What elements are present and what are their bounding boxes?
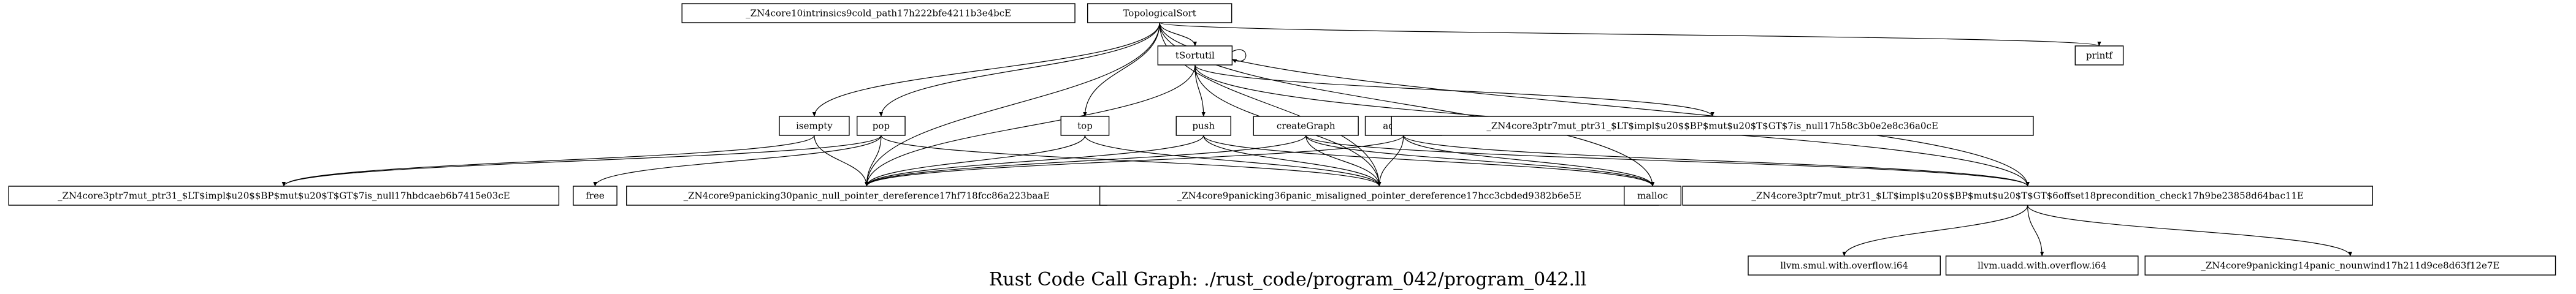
node-free: free bbox=[573, 186, 617, 206]
node-box bbox=[1945, 255, 2139, 276]
edge-toposort-to-isempty bbox=[812, 22, 1160, 117]
edge-offset-check-to-nounwind bbox=[2027, 205, 2352, 257]
node-intrinsics-cold: _ZN4core10intrinsics9cold_path17h222bfe4… bbox=[681, 3, 1076, 23]
node-nounwind: _ZN4core9panicking14panic_nounwind17h211… bbox=[2144, 255, 2556, 276]
edge-offset-check-to-smul bbox=[1842, 205, 2028, 257]
node-pop: pop bbox=[857, 116, 906, 136]
node-label: pop bbox=[873, 121, 890, 132]
edge-tsortutil-to-tsortutil bbox=[1231, 49, 1247, 63]
node-box bbox=[1157, 45, 1233, 66]
edge-push-to-misaligned bbox=[1203, 135, 1382, 187]
node-box bbox=[857, 116, 906, 136]
node-box bbox=[2074, 45, 2124, 66]
node-toposort: TopologicalSort bbox=[1087, 3, 1233, 23]
node-box bbox=[1682, 186, 2373, 206]
node-top: top bbox=[1060, 116, 1110, 136]
edge-push-to-null-deref bbox=[865, 135, 1204, 187]
edge-tsortutil-to-null-deref bbox=[865, 64, 1196, 187]
node-label: tSortutil bbox=[1175, 50, 1215, 61]
node-box bbox=[1253, 116, 1359, 136]
node-label: TopologicalSort bbox=[1123, 8, 1196, 19]
edge-tsortutil-to-is-null-mut-0c bbox=[1194, 64, 1714, 117]
node-box bbox=[1624, 186, 1682, 206]
node-misaligned: _ZN4core9panicking36panic_misaligned_poi… bbox=[1099, 186, 1659, 206]
node-box bbox=[1391, 116, 2034, 136]
edge-toposort-to-tsortutil bbox=[1159, 22, 1198, 47]
node-smul: llvm.smul.with.overflow.i64 bbox=[1748, 255, 1941, 276]
edge-toposort-to-malloc bbox=[1159, 22, 1655, 187]
node-push: push bbox=[1175, 116, 1231, 136]
node-tsortutil: tSortutil bbox=[1157, 45, 1233, 66]
edge-isempty-to-is-null-mut-3e bbox=[281, 135, 815, 187]
node-box bbox=[681, 3, 1076, 23]
edge-addedge-to-misaligned bbox=[1377, 135, 1404, 187]
node-label: top bbox=[1077, 121, 1093, 132]
node-uadd: llvm.uadd.with.overflow.i64 bbox=[1945, 255, 2139, 276]
node-label: isempty bbox=[796, 121, 833, 132]
node-offset-check: _ZN4core3ptr7mut_ptr31_$LT$impl$u20$$BP$… bbox=[1682, 186, 2373, 206]
node-box bbox=[2144, 255, 2556, 276]
edge-addedge-to-offset-check bbox=[1403, 135, 2030, 187]
node-label: free bbox=[586, 190, 605, 202]
edge-addedge-to-malloc bbox=[1403, 135, 1655, 187]
node-label: malloc bbox=[1637, 190, 1668, 202]
graph-caption: Rust Code Call Graph: ./rust_code/progra… bbox=[989, 269, 1586, 290]
node-label: _ZN4core9panicking14panic_nounwind17h211… bbox=[2201, 260, 2499, 271]
edge-toposort-to-null-deref bbox=[865, 22, 1160, 187]
edge-pop-to-null-deref bbox=[865, 135, 882, 187]
node-label: printf bbox=[2086, 50, 2113, 61]
node-label: _ZN4core3ptr7mut_ptr31_$LT$impl$u20$$BP$… bbox=[58, 190, 510, 202]
edge-toposort-to-printf bbox=[1159, 22, 2101, 47]
node-creategraph: createGraph bbox=[1253, 116, 1359, 136]
edge-top-to-null-deref bbox=[865, 135, 1085, 187]
node-label: _ZN4core3ptr7mut_ptr31_$LT$impl$u20$$BP$… bbox=[1486, 121, 1938, 132]
edges-layer bbox=[281, 22, 2352, 257]
nodes-layer: _ZN4core10intrinsics9cold_path17h222bfe4… bbox=[8, 3, 2556, 276]
node-label: llvm.uadd.with.overflow.i64 bbox=[1978, 260, 2106, 271]
node-label: _ZN4core9panicking36panic_misaligned_poi… bbox=[1177, 190, 1581, 202]
node-label: _ZN4core9panicking30panic_null_pointer_d… bbox=[684, 190, 1050, 202]
edge-creategraph-to-misaligned bbox=[1305, 135, 1382, 187]
node-box bbox=[626, 186, 1107, 206]
node-box bbox=[1060, 116, 1110, 136]
edge-toposort-to-offset-check bbox=[1159, 22, 2030, 187]
node-box bbox=[8, 186, 560, 206]
node-box bbox=[1748, 255, 1941, 276]
node-box bbox=[1099, 186, 1659, 206]
node-is-null-mut-3e: _ZN4core3ptr7mut_ptr31_$LT$impl$u20$$BP$… bbox=[8, 186, 560, 206]
edge-pop-to-free bbox=[593, 135, 882, 187]
node-null-deref: _ZN4core9panicking30panic_null_pointer_d… bbox=[626, 186, 1107, 206]
edge-creategraph-to-malloc bbox=[1305, 135, 1655, 187]
edge-toposort-to-top bbox=[1083, 22, 1160, 117]
edge-creategraph-to-null-deref bbox=[865, 135, 1307, 187]
edge-push-to-malloc bbox=[1203, 135, 1655, 187]
node-label: _ZN4core10intrinsics9cold_path17h222bfe4… bbox=[746, 8, 1011, 19]
node-box bbox=[1087, 3, 1233, 23]
edge-isempty-to-null-deref bbox=[814, 135, 869, 187]
edge-pop-to-is-null-mut-3e bbox=[281, 135, 882, 187]
node-isempty: isempty bbox=[779, 116, 850, 136]
edge-creategraph-to-offset-check bbox=[1305, 135, 2030, 187]
node-label: _ZN4core3ptr7mut_ptr31_$LT$impl$u20$$BP$… bbox=[1751, 190, 2304, 202]
edge-top-to-misaligned bbox=[1084, 135, 1382, 187]
node-box bbox=[779, 116, 850, 136]
node-is-null-mut-0c: _ZN4core3ptr7mut_ptr31_$LT$impl$u20$$BP$… bbox=[1391, 116, 2034, 136]
edge-toposort-to-pop bbox=[879, 22, 1160, 117]
node-printf: printf bbox=[2074, 45, 2124, 66]
node-label: createGraph bbox=[1277, 121, 1336, 132]
node-label: push bbox=[1192, 121, 1215, 132]
node-malloc: malloc bbox=[1624, 186, 1682, 206]
edge-offset-check-to-uadd bbox=[2027, 205, 2044, 257]
node-box bbox=[573, 186, 617, 206]
node-label: llvm.smul.with.overflow.i64 bbox=[1780, 260, 1908, 271]
node-box bbox=[1175, 116, 1231, 136]
edge-tsortutil-to-push bbox=[1194, 64, 1206, 117]
edge-addedge-to-null-deref bbox=[865, 135, 1404, 187]
